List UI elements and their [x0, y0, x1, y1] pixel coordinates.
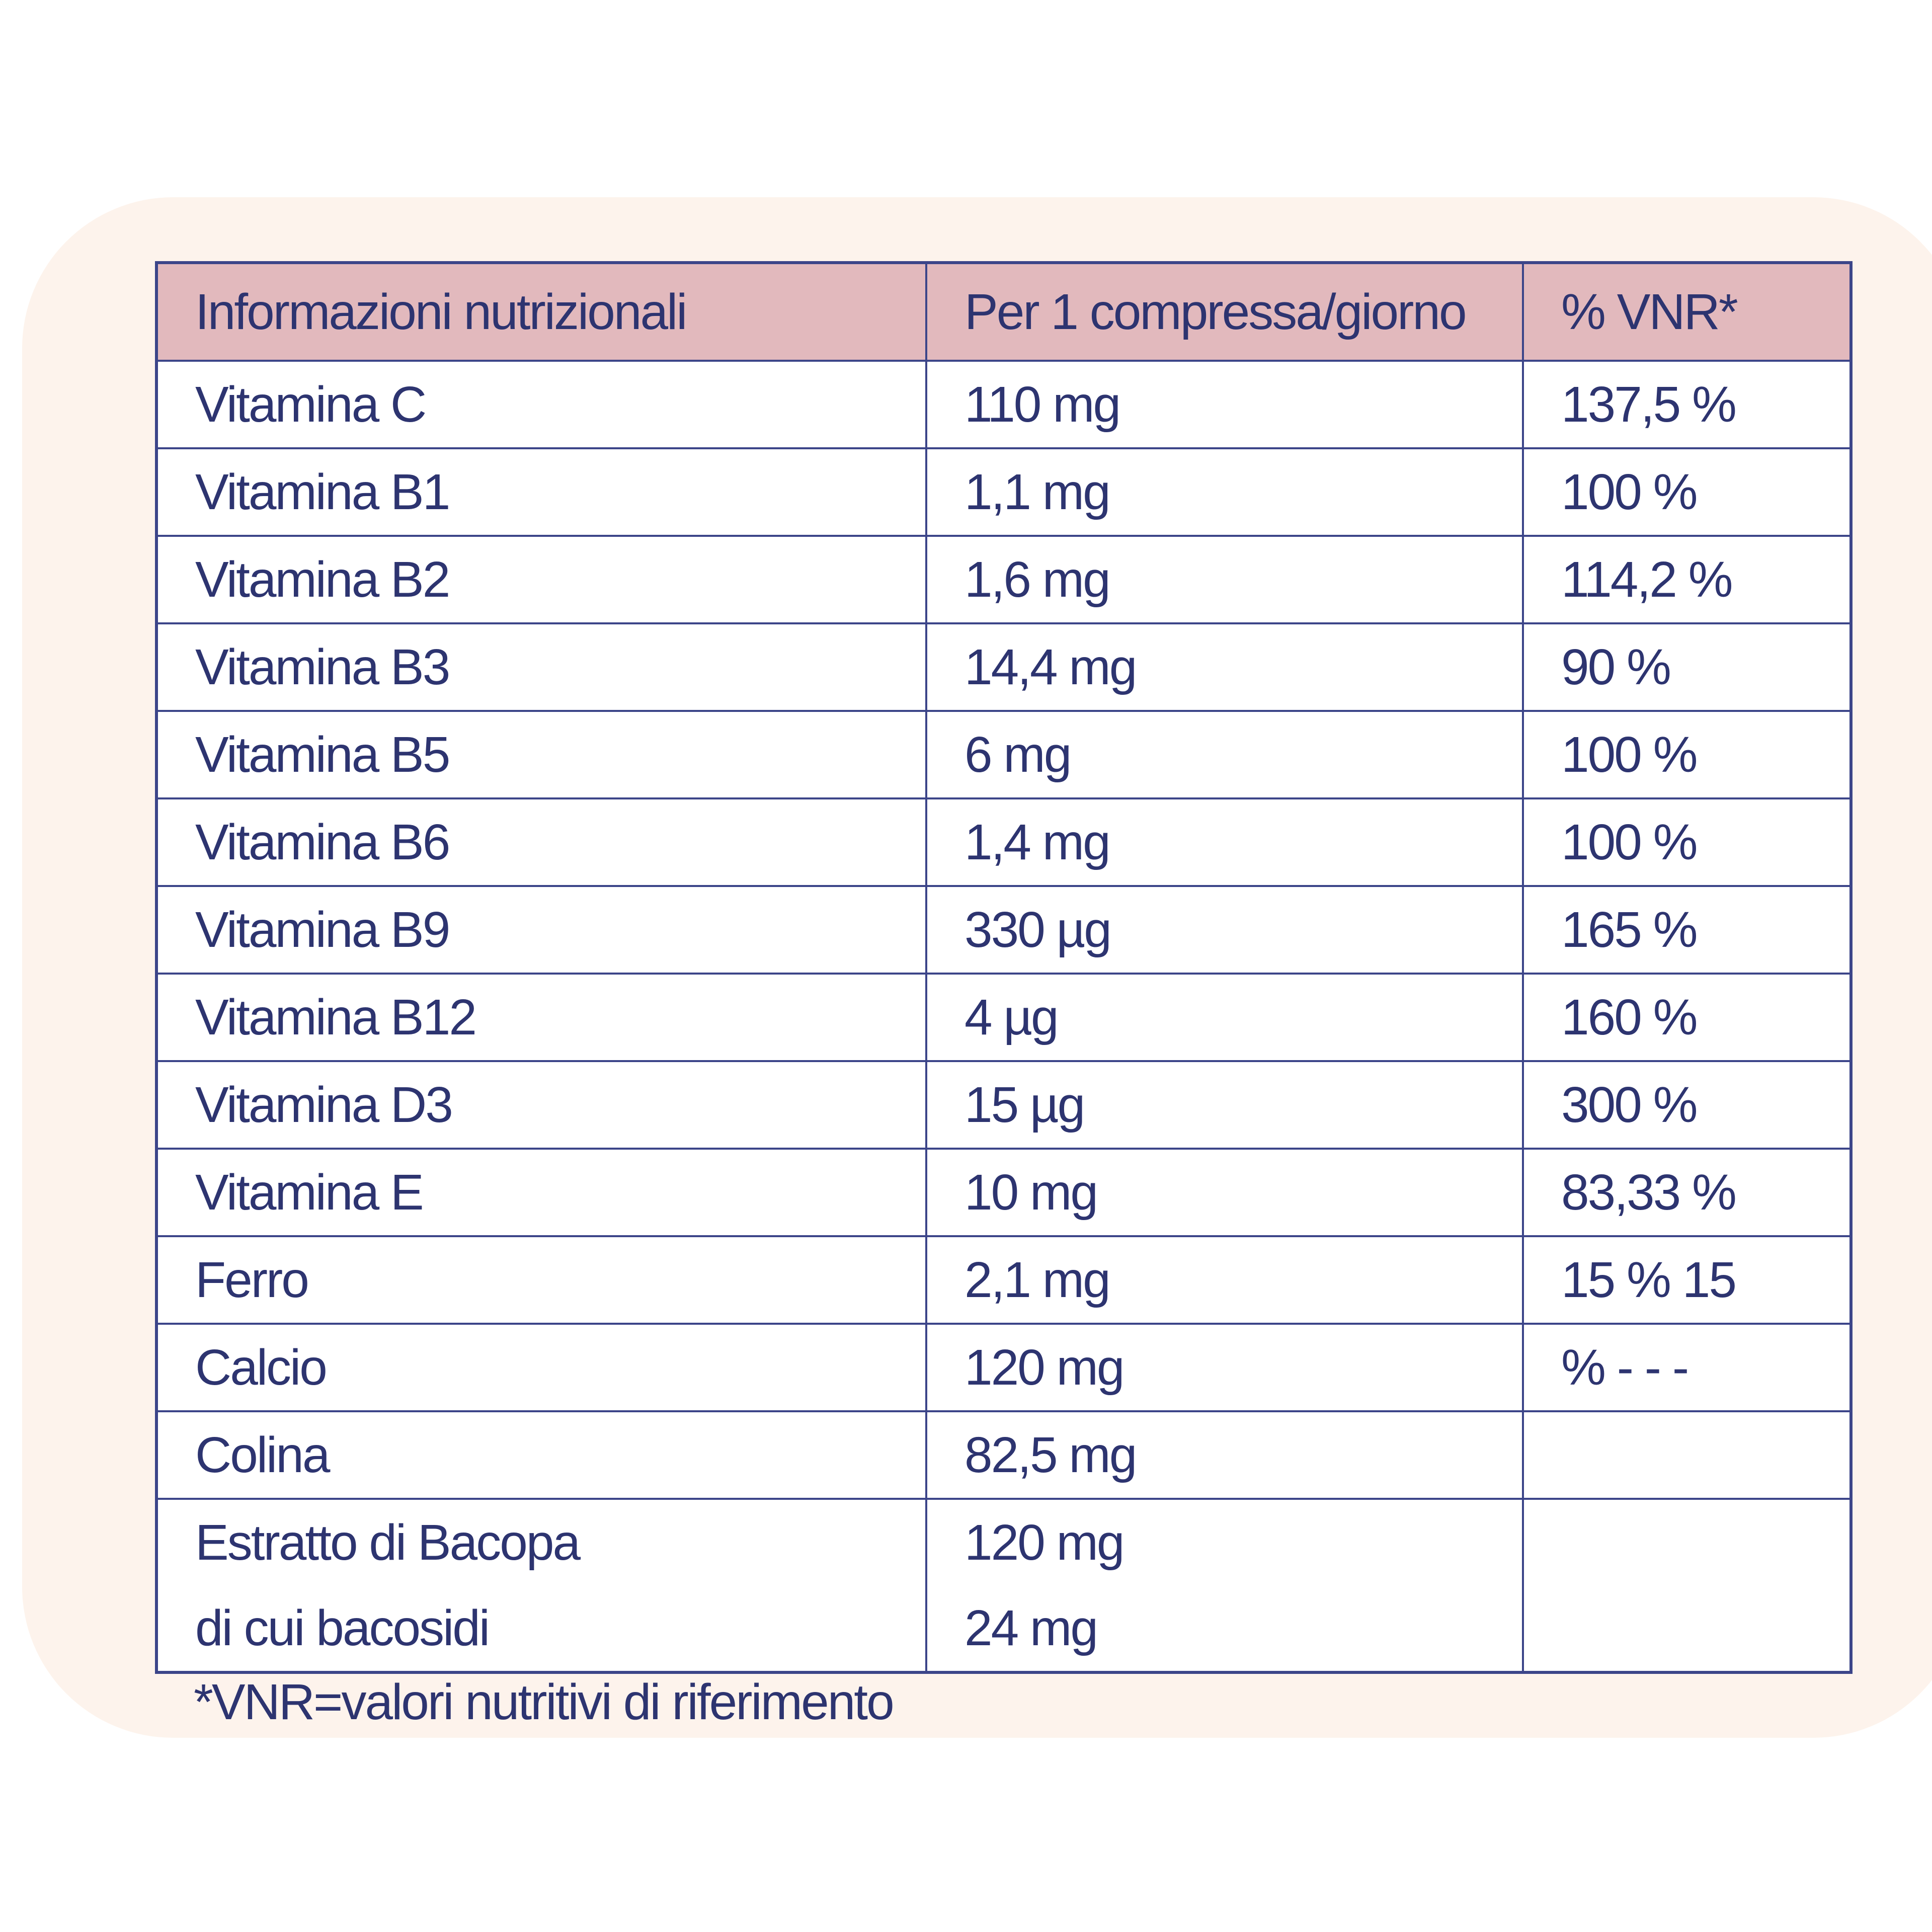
nutrient-vnr: 137,5 % [1522, 360, 1852, 449]
table-row: Vitamina D3 15 µg 300 % [155, 1060, 1852, 1150]
table-row: Colina 82,5 mg [155, 1410, 1852, 1500]
nutrient-vnr: 100 % [1522, 797, 1852, 887]
nutrient-vnr: % - - - [1522, 1323, 1852, 1412]
nutrient-name-line: di cui bacosidi [195, 1600, 490, 1656]
nutrient-vnr: 114,2 % [1522, 535, 1852, 624]
nutrient-vnr: 160 % [1522, 973, 1852, 1062]
table-row: Vitamina B12 4 µg 160 % [155, 973, 1852, 1062]
nutrient-amount-line: 120 mg [964, 1514, 1125, 1571]
nutrient-vnr: 90 % [1522, 622, 1852, 712]
nutrient-name-multiline: Estratto di Bacopa di cui bacosidi [155, 1498, 927, 1673]
nutrient-name: Vitamina D3 [155, 1060, 927, 1150]
nutrient-amount: 2,1 mg [925, 1235, 1524, 1325]
table-row: Vitamina B3 14,4 mg 90 % [155, 622, 1852, 712]
header-amount: Per 1 compressa/giorno [925, 262, 1524, 362]
nutrient-name: Ferro [155, 1235, 927, 1325]
table-row: Vitamina C 110 mg 137,5 % [155, 360, 1852, 449]
nutrient-vnr: 165 % [1522, 885, 1852, 975]
nutrient-vnr: 100 % [1522, 447, 1852, 537]
nutrient-amount: 10 mg [925, 1148, 1524, 1237]
nutrient-amount: 330 µg [925, 885, 1524, 975]
nutrient-amount: 120 mg [925, 1323, 1524, 1412]
table-row: Ferro 2,1 mg 15 % 15 [155, 1235, 1852, 1325]
nutrient-amount: 1,1 mg [925, 447, 1524, 537]
table-row: Vitamina B9 330 µg 165 % [155, 885, 1852, 975]
nutrient-name: Vitamina B12 [155, 973, 927, 1062]
nutrition-table: Informazioni nutrizionali Per 1 compress… [155, 261, 1853, 1674]
nutrient-vnr [1522, 1410, 1852, 1500]
nutrient-name: Vitamina B5 [155, 710, 927, 799]
table-row: Vitamina E 10 mg 83,33 % [155, 1148, 1852, 1237]
nutrient-amount: 4 µg [925, 973, 1524, 1062]
nutrient-vnr: 100 % [1522, 710, 1852, 799]
nutrient-amount: 1,4 mg [925, 797, 1524, 887]
nutrient-name: Vitamina B2 [155, 535, 927, 624]
nutrient-amount: 82,5 mg [925, 1410, 1524, 1500]
nutrient-amount: 14,4 mg [925, 622, 1524, 712]
nutrient-vnr [1522, 1498, 1852, 1673]
table-row: Vitamina B6 1,4 mg 100 % [155, 797, 1852, 887]
table-row: Calcio 120 mg % - - - [155, 1323, 1852, 1412]
nutrient-amount-line: 24 mg [964, 1600, 1098, 1656]
nutrient-vnr: 300 % [1522, 1060, 1852, 1150]
nutrient-name: Vitamina C [155, 360, 927, 449]
table-row: Vitamina B5 6 mg 100 % [155, 710, 1852, 799]
nutrient-amount: 110 mg [925, 360, 1524, 449]
table-header-row: Informazioni nutrizionali Per 1 compress… [155, 262, 1852, 362]
table-row: Vitamina B1 1,1 mg 100 % [155, 447, 1852, 537]
nutrient-amount: 1,6 mg [925, 535, 1524, 624]
nutrient-vnr: 83,33 % [1522, 1148, 1852, 1237]
nutrient-name: Vitamina B9 [155, 885, 927, 975]
nutrient-name-line: Estratto di Bacopa [195, 1514, 581, 1571]
footnote: *VNR=valori nutritivi di riferimento [194, 1674, 895, 1730]
nutrient-name: Colina [155, 1410, 927, 1500]
nutrient-name: Vitamina B1 [155, 447, 927, 537]
nutrient-amount-multiline: 120 mg 24 mg [925, 1498, 1524, 1673]
table-row: Estratto di Bacopa di cui bacosidi 120 m… [155, 1498, 1852, 1673]
nutrient-name: Vitamina E [155, 1148, 927, 1237]
nutrient-amount: 15 µg [925, 1060, 1524, 1150]
header-vnr: % VNR* [1522, 262, 1852, 362]
nutrient-name: Vitamina B6 [155, 797, 927, 887]
nutrient-amount: 6 mg [925, 710, 1524, 799]
nutrient-name: Vitamina B3 [155, 622, 927, 712]
table-row: Vitamina B2 1,6 mg 114,2 % [155, 535, 1852, 624]
nutrient-vnr: 15 % 15 [1522, 1235, 1852, 1325]
nutrient-name: Calcio [155, 1323, 927, 1412]
header-nutrient: Informazioni nutrizionali [155, 262, 927, 362]
